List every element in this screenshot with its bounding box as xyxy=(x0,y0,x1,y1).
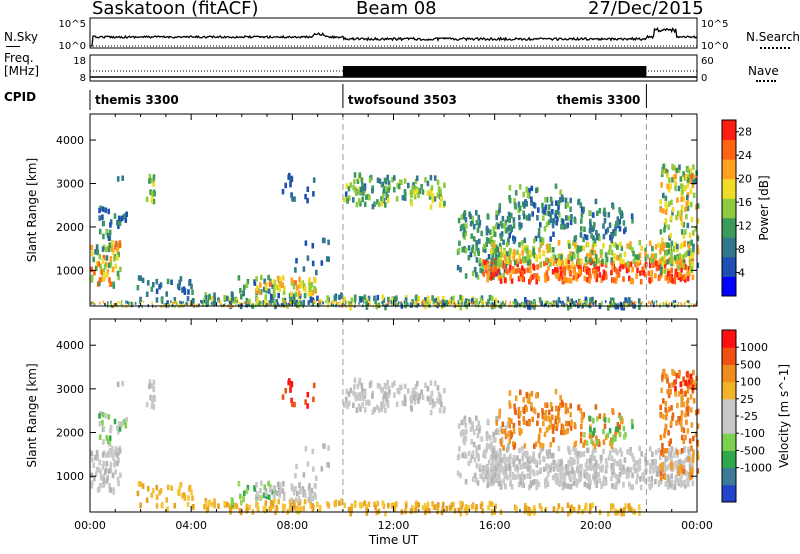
nave-line-key xyxy=(756,80,776,82)
velocity-colorbar-swatch xyxy=(722,330,736,348)
velocity-ytick-label: 3000 xyxy=(56,383,84,396)
freq-tick-high: 18 xyxy=(73,56,86,67)
freq-unit: [MHz] xyxy=(4,64,40,78)
nave-tick-low: 0 xyxy=(701,73,707,84)
power-colorbar-swatch xyxy=(722,120,736,141)
freq-frame xyxy=(89,54,698,82)
power-ytick-label: 3000 xyxy=(56,178,84,191)
velocity-ytick-label: 1000 xyxy=(56,470,84,483)
freq-twofsound-band xyxy=(342,66,647,77)
power-colorbar-swatch xyxy=(722,198,736,219)
cpid-segment-label: twofsound 3503 xyxy=(348,93,457,107)
power-colorbar-swatch xyxy=(722,276,736,297)
power-colorbar-tick-label: 24 xyxy=(738,149,752,162)
velocity-xlabel: Time UT xyxy=(368,533,419,547)
nsky-panel: 10^5 10^0 10^5 10^0 xyxy=(59,17,728,52)
power-colorbar-swatch xyxy=(722,256,736,277)
velocity-xtick-label: 20:00 xyxy=(580,519,612,532)
nsky-tick-high: 10^5 xyxy=(59,19,86,30)
power-colorbar-tick-label: 28 xyxy=(738,126,752,139)
cpid-label: CPID xyxy=(4,90,37,104)
power-colorbar-tick-label: 12 xyxy=(738,220,752,233)
nsearch-tick-low: 10^0 xyxy=(701,41,728,52)
velocity-ylabel: Slant Range [km] xyxy=(25,363,39,467)
nsearch-label: N.Search xyxy=(746,30,800,44)
power-ylabel: Slant Range [km] xyxy=(25,158,39,262)
freq-tick-low: 8 xyxy=(80,73,86,84)
velocity-colorbar-tick-label: 25 xyxy=(740,393,754,406)
power-ytick-label: 4000 xyxy=(56,134,84,147)
freq-label: Freq. xyxy=(4,51,34,65)
power-colorbar-label: Power [dB] xyxy=(757,175,771,240)
velocity-colorbar-tick-label: 1000 xyxy=(740,341,768,354)
velocity-xtick-label: 16:00 xyxy=(479,519,511,532)
velocity-colorbar-swatch xyxy=(722,381,736,400)
power-colorbar: 28 24 20 16 12 8 4 Power [dB] xyxy=(721,119,771,297)
velocity-xtick-label: 00:00 xyxy=(681,519,713,532)
velocity-colorbar-swatch xyxy=(722,398,736,417)
velocity-colorbar-tick-label: 100 xyxy=(740,376,761,389)
velocity-xtick-label: 04:00 xyxy=(175,519,207,532)
power-colorbar-frame xyxy=(721,119,737,297)
nsky-frame xyxy=(89,17,698,49)
nsky-label: N.Sky xyxy=(4,30,39,44)
velocity-colorbar-tick-label: -1000 xyxy=(740,462,772,475)
nave-tick-high: 60 xyxy=(701,56,714,67)
power-colorbar-swatch xyxy=(722,237,736,258)
velocity-colorbar-swatch xyxy=(722,467,736,486)
beam-title: Beam 08 xyxy=(356,0,437,19)
nsky-line-key xyxy=(6,46,20,47)
cpid-segment-label: themis 3300 xyxy=(95,93,179,107)
velocity-colorbar-swatch xyxy=(722,364,736,383)
velocity-ytick-label: 2000 xyxy=(56,427,84,440)
velocity-colorbar-tick-label: 500 xyxy=(740,358,761,371)
nsearch-tick-high: 10^5 xyxy=(701,19,728,30)
power-colorbar-tick-label: 8 xyxy=(738,243,745,256)
power-ytick-label: 1000 xyxy=(56,264,84,277)
velocity-colorbar-swatch xyxy=(722,416,736,434)
velocity-colorbar-tick-label: -100 xyxy=(740,427,765,440)
velocity-panel: 1000 2000 3000 4000 Slant Range [km] 00:00 04:… xyxy=(25,318,713,547)
nave-label: Nave xyxy=(748,64,779,78)
power-colorbar-swatch xyxy=(722,159,736,180)
velocity-colorbar-swatch xyxy=(722,484,736,503)
velocity-xtick-label: 00:00 xyxy=(74,519,106,532)
power-colorbar-swatch xyxy=(722,139,736,160)
power-colorbar-swatch xyxy=(722,217,736,238)
velocity-colorbar: 1000 500 100 25 -25 -100 -500 -1000 Velocity [m … xyxy=(721,329,791,503)
velocity-xtick-label: 08:00 xyxy=(276,519,308,532)
power-colorbar-tick-label: 16 xyxy=(738,196,752,209)
power-colorbar-swatch xyxy=(722,178,736,199)
velocity-colorbar-label: Velocity [m s^-1] xyxy=(777,364,791,468)
velocity-colorbar-tick-label: -25 xyxy=(740,410,758,423)
nsky-tick-low: 10^0 xyxy=(59,41,86,52)
velocity-colorbar-swatch xyxy=(722,347,736,365)
velocity-colorbar-tick-label: -500 xyxy=(740,444,765,457)
power-ytick-label: 2000 xyxy=(56,221,84,234)
power-panel: 1000 2000 3000 4000 Slant Range [km] xyxy=(25,113,700,311)
station-title: Saskatoon (fitACF) xyxy=(92,0,259,19)
cpid-segment-label: themis 3300 xyxy=(557,93,641,107)
velocity-colorbar-swatch xyxy=(722,433,736,451)
velocity-ytick-label: 4000 xyxy=(56,339,84,352)
date-title: 27/Dec/2015 xyxy=(588,0,704,19)
velocity-xtick-label: 12:00 xyxy=(378,519,410,532)
power-colorbar-tick-label: 20 xyxy=(738,173,752,186)
power-colorbar-tick-label: 4 xyxy=(738,267,745,280)
cpid-panel: themis 3300 twofsound 3503 themis 3300 xyxy=(89,84,647,110)
nsky-series xyxy=(90,27,698,47)
velocity-colorbar-swatch xyxy=(722,450,736,469)
freq-panel: 18 8 60 0 xyxy=(73,54,714,84)
nsearch-line-key xyxy=(760,47,790,49)
